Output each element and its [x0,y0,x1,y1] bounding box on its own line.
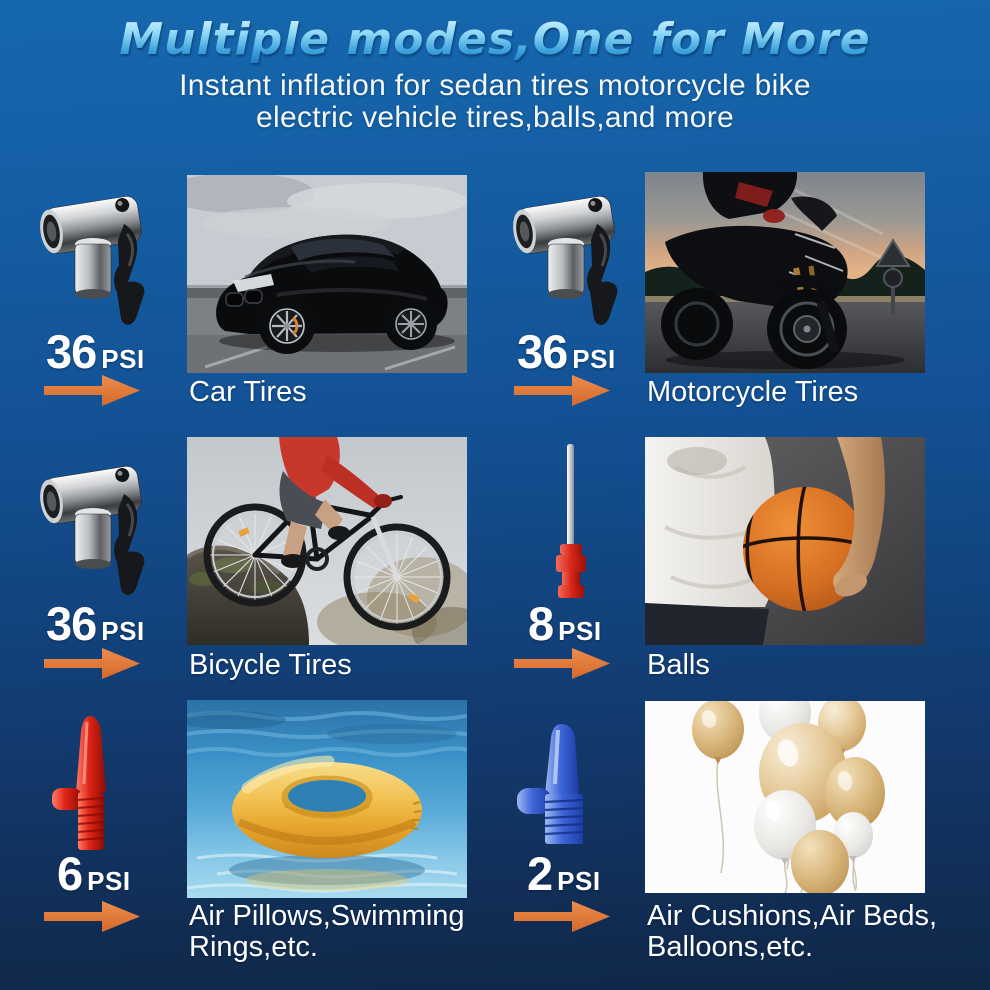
page-title: Multiple modes,One for More [0,14,990,65]
psi-value: 36 [517,325,568,378]
item-caption: Car Tires [189,376,307,408]
caption-line-2: Rings,etc. [189,931,318,964]
basketball-photo [645,437,925,645]
psi-unit: PSI [101,344,145,374]
psi-value: 6 [57,847,83,900]
caption-line-1: Air Cushions,Air Beds, [647,900,938,932]
psi-unit: PSI [87,866,131,896]
item-caption: Balls [647,649,710,681]
swimming-ring-photo [187,700,467,898]
bicycle-photo [187,437,467,645]
page-subtitle: Instant inflation for sedan tires motorc… [0,70,990,133]
psi-unit: PSI [558,616,602,646]
orange-arrow-icon [44,375,140,411]
orange-arrow-icon [514,648,610,684]
caption-line-1: Car Tires [189,376,307,408]
item-caption: Motorcycle Tires [647,376,859,408]
caption-line-1: Balls [647,649,710,681]
tire-chuck-icon [32,180,152,335]
red-cone-adapter-icon [48,714,128,859]
black-car-photo [187,175,467,373]
tire-chuck-icon [32,450,152,605]
psi-rating: 36 PSI [517,324,616,379]
ball-needle-icon [546,442,596,605]
tire-chuck-icon [505,180,625,335]
item-caption: Air Cushions,Air Beds, Balloons,etc. [647,900,938,964]
subtitle-line-2: electric vehicle tires,balls,and more [256,100,734,134]
psi-rating: 6 PSI [57,846,131,901]
orange-arrow-icon [44,901,140,937]
blue-cone-adapter-icon [515,722,605,855]
psi-unit: PSI [572,344,616,374]
motorcycle-photo [645,172,925,373]
item-caption: Air Pillows,Swimming Rings,etc. [189,900,465,964]
psi-value: 8 [528,597,554,650]
psi-rating: 8 PSI [528,596,602,651]
psi-value: 36 [46,597,97,650]
psi-unit: PSI [101,616,145,646]
balloons-photo [645,701,925,893]
psi-value: 36 [46,325,97,378]
item-caption: Bicycle Tires [189,649,352,681]
orange-arrow-icon [514,375,610,411]
subtitle-line-1: Instant inflation for sedan tires motorc… [179,69,811,102]
caption-line-1: Air Pillows,Swimming [189,900,465,932]
psi-unit: PSI [557,866,601,896]
caption-line-1: Bicycle Tires [189,649,352,681]
caption-line-1: Motorcycle Tires [647,376,859,408]
psi-value: 2 [527,847,553,900]
psi-rating: 36 PSI [46,324,145,379]
caption-line-2: Balloons,etc. [647,931,814,964]
orange-arrow-icon [44,648,140,684]
psi-rating: 36 PSI [46,596,145,651]
orange-arrow-icon [514,901,610,937]
psi-rating: 2 PSI [527,846,601,901]
